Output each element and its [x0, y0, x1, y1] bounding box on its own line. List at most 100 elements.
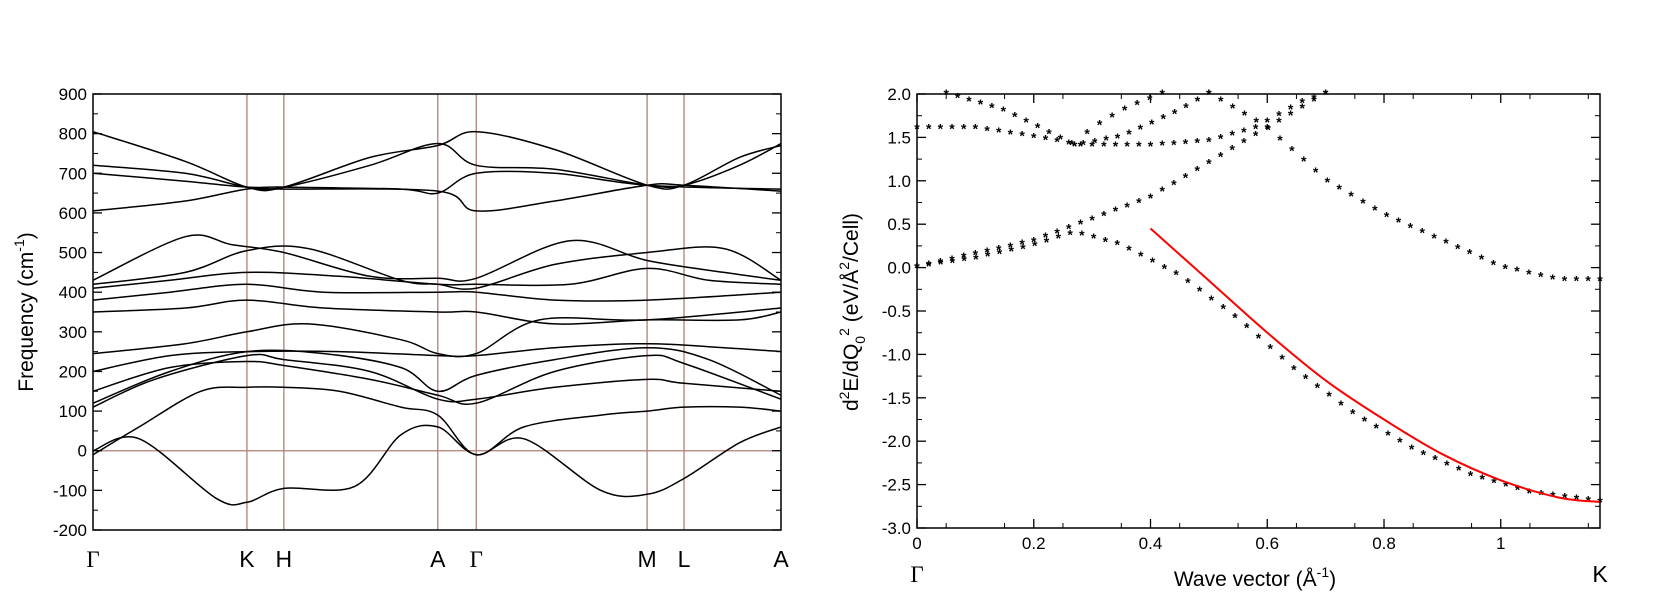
- data-point: *: [1109, 109, 1115, 125]
- y-axis-title: d2E/dQ02 (eV/Å2/Cell): [836, 213, 868, 411]
- data-point: *: [1124, 138, 1130, 154]
- data-point: *: [1350, 406, 1356, 422]
- data-point: *: [1254, 114, 1260, 130]
- dispersion-band-band-11: [92, 245, 782, 290]
- data-point: *: [1311, 90, 1317, 106]
- data-point: *: [1136, 138, 1142, 154]
- data-point: *: [1288, 107, 1294, 123]
- dispersion-band-band-5: [92, 354, 782, 405]
- data-point: *: [1101, 138, 1107, 154]
- data-point: *: [1194, 135, 1200, 151]
- data-point: *: [1124, 199, 1130, 215]
- data-point: *: [1515, 482, 1521, 498]
- y-axis-title-sup3: 2: [836, 262, 852, 270]
- data-point: *: [989, 100, 995, 116]
- data-point: *: [1195, 93, 1201, 109]
- data-point: *: [1171, 176, 1177, 192]
- data-point: *: [1241, 135, 1247, 151]
- k-point-label: M: [638, 546, 657, 572]
- data-point: *: [1253, 128, 1259, 144]
- data-point: *: [1054, 225, 1060, 241]
- data-point: *: [1172, 106, 1178, 122]
- data-point: *: [1279, 351, 1285, 367]
- data-point: *: [1019, 128, 1025, 144]
- data-point: *: [1230, 127, 1236, 143]
- data-point: *: [1574, 273, 1580, 289]
- data-point: *: [961, 121, 967, 137]
- data-point: *: [1031, 234, 1037, 250]
- data-point: *: [1078, 216, 1084, 232]
- k-point-label: K: [239, 546, 255, 572]
- data-point: *: [1480, 471, 1486, 487]
- data-point: *: [1230, 100, 1236, 116]
- data-point: *: [1479, 251, 1485, 267]
- dispersion-band-band-3: [92, 353, 782, 408]
- data-point: *: [961, 253, 967, 269]
- data-point: *: [1148, 138, 1154, 154]
- data-point: *: [1103, 132, 1109, 148]
- data-point: *: [1467, 246, 1473, 262]
- dispersion-band-band-16: [92, 130, 782, 192]
- x-tick-label: 0: [912, 534, 921, 553]
- y-axis-title-main: Frequency (cm: [15, 252, 38, 392]
- dispersion-band-band-14: [92, 170, 782, 195]
- dispersion-band-band-9: [92, 283, 782, 302]
- data-point: *: [1289, 143, 1295, 159]
- data-point: *: [1253, 121, 1259, 137]
- data-point: *: [1288, 101, 1294, 117]
- data-point: *: [1160, 111, 1166, 127]
- y-tick-label: 300: [59, 323, 87, 342]
- dispersion-band-band-13: [92, 182, 782, 212]
- data-point: *: [1122, 102, 1128, 118]
- data-point: *: [1276, 114, 1282, 130]
- data-point: *: [1562, 273, 1568, 289]
- data-point: *: [1044, 234, 1050, 250]
- k-point-label: Γ: [470, 547, 483, 572]
- data-point: *: [1218, 130, 1224, 146]
- data-point: *: [1230, 142, 1236, 158]
- x-axis-ticks: 0 0.2 0.4 0.6 0.8 1: [912, 94, 1589, 553]
- y-axis-title: Frequency (cm-1): [11, 232, 38, 392]
- data-point: *: [1526, 266, 1532, 282]
- y-tick-label: 800: [59, 125, 87, 144]
- data-point: *: [1374, 420, 1380, 436]
- data-point: *: [1183, 135, 1189, 151]
- data-point: *: [1325, 174, 1331, 190]
- data-point: *: [1194, 162, 1200, 178]
- data-point: *: [973, 121, 979, 137]
- data-point: *: [1585, 273, 1591, 289]
- data-point: *: [1241, 124, 1247, 140]
- data-point: *: [1046, 125, 1052, 141]
- data-point: *: [1396, 214, 1402, 230]
- data-point: *: [997, 246, 1003, 262]
- data-point: *: [1058, 131, 1064, 147]
- data-point: *: [996, 241, 1002, 257]
- data-point: *: [1491, 475, 1497, 491]
- y-axis-ticks: -200 -100 0 100 200 300 400 500 600 700 800 900: [53, 85, 781, 540]
- data-point: *: [1218, 148, 1224, 164]
- dispersion-band-band-7: [92, 307, 782, 358]
- dispersion-band-band-4: [92, 346, 782, 404]
- x-axis-title-main: Wave vector (Å: [1174, 568, 1317, 591]
- second-derivative-chart: * * * * * * * * * * * * * * * * * * * * * * * *************** * *…: [836, 85, 1608, 591]
- y-tick-label: 400: [59, 283, 87, 302]
- y-tick-label: 700: [59, 164, 87, 183]
- data-point: *: [1008, 126, 1014, 142]
- data-point: *: [949, 121, 955, 137]
- data-point: *: [1384, 209, 1390, 225]
- data-point: *: [1301, 153, 1307, 169]
- data-point: *: [1150, 254, 1156, 270]
- data-point: *: [1408, 219, 1414, 235]
- data-point: *: [938, 254, 944, 270]
- y-tick-label: -0.5: [882, 302, 911, 321]
- data-point: *: [1069, 137, 1075, 153]
- data-point: *: [1468, 467, 1474, 483]
- data-point: *: [1101, 208, 1107, 224]
- y-tick-label: 200: [59, 362, 87, 381]
- data-point: *: [1291, 361, 1297, 377]
- data-point: *: [1091, 230, 1097, 246]
- data-point: *: [1079, 227, 1085, 243]
